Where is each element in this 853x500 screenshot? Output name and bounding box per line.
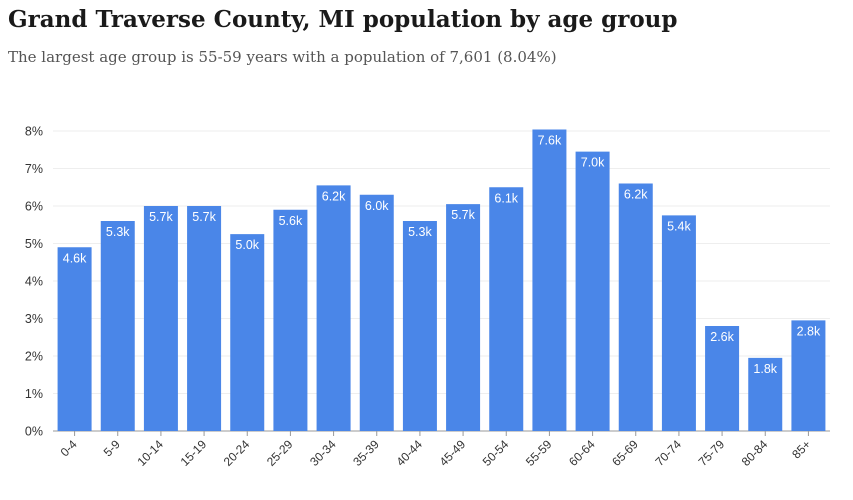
- y-tick-label: 1%: [25, 387, 43, 401]
- bar-data-label: 5.6k: [279, 214, 303, 228]
- x-tick-label: 15-19: [178, 437, 210, 469]
- bar-data-label: 2.6k: [710, 330, 734, 344]
- bar: [532, 129, 567, 431]
- x-tick-label: 0-4: [58, 437, 80, 459]
- bar: [100, 221, 135, 431]
- chart-title: Grand Traverse County, MI population by …: [8, 6, 678, 33]
- bar-data-label: 6.0k: [365, 199, 389, 213]
- bar: [446, 204, 481, 431]
- x-tick-label: 30-34: [307, 437, 339, 469]
- bar-data-label: 6.2k: [624, 188, 648, 202]
- chart-subtitle: The largest age group is 55-59 years wit…: [8, 48, 557, 66]
- x-tick-label: 25-29: [264, 437, 296, 469]
- bar: [57, 247, 92, 431]
- bar-data-label: 6.2k: [322, 189, 346, 203]
- x-tick-label: 5-9: [101, 437, 123, 459]
- bar-data-label: 7.0k: [581, 156, 605, 170]
- x-tick-label: 70-74: [652, 437, 684, 469]
- x-tick-label: 85+: [789, 437, 813, 461]
- bar-data-label: 5.7k: [149, 210, 173, 224]
- y-tick-label: 6%: [25, 200, 43, 214]
- bar-data-label: 5.7k: [451, 208, 475, 222]
- x-tick-label: 20-24: [221, 437, 253, 469]
- bar: [402, 221, 437, 431]
- bar: [661, 215, 696, 431]
- x-tick-label: 10-14: [134, 437, 166, 469]
- x-tick-label: 65-69: [609, 437, 641, 469]
- y-tick-label: 3%: [25, 312, 43, 326]
- bar-data-label: 7.6k: [538, 134, 562, 148]
- bar: [705, 326, 740, 431]
- y-tick-label: 2%: [25, 350, 43, 364]
- x-tick-label: 35-39: [350, 437, 382, 469]
- x-tick-label: 45-49: [437, 437, 469, 469]
- y-tick-label: 8%: [25, 125, 43, 139]
- bar-data-label: 5.3k: [106, 225, 130, 239]
- bar: [273, 209, 308, 431]
- bar-data-label: 6.1k: [494, 191, 518, 205]
- bar: [489, 187, 524, 431]
- bar-data-label: 5.7k: [192, 210, 216, 224]
- y-tick-label: 7%: [25, 162, 43, 176]
- bar-data-label: 5.3k: [408, 225, 432, 239]
- bar: [748, 357, 783, 431]
- y-tick-label: 4%: [25, 275, 43, 289]
- x-tick-label: 75-79: [696, 437, 728, 469]
- bar-data-label: 4.6k: [63, 251, 87, 265]
- bar: [230, 234, 265, 431]
- bar: [618, 183, 653, 431]
- x-tick-label: 55-59: [523, 437, 555, 469]
- bar: [359, 194, 394, 431]
- bar-data-label: 5.0k: [235, 238, 259, 252]
- bar-data-label: 5.4k: [667, 219, 691, 233]
- bar: [575, 151, 610, 431]
- x-tick-label: 50-54: [480, 437, 512, 469]
- bar-data-label: 1.8k: [753, 362, 777, 376]
- x-tick-label: 60-64: [566, 437, 598, 469]
- bar: [187, 206, 222, 431]
- bar: [791, 320, 826, 431]
- x-tick-label: 80-84: [739, 437, 771, 469]
- x-tick-label: 40-44: [393, 437, 425, 469]
- bar: [316, 185, 351, 431]
- y-tick-label: 5%: [25, 237, 43, 251]
- bar-data-label: 2.8k: [797, 324, 821, 338]
- bar: [143, 206, 178, 431]
- y-tick-label: 0%: [25, 425, 43, 439]
